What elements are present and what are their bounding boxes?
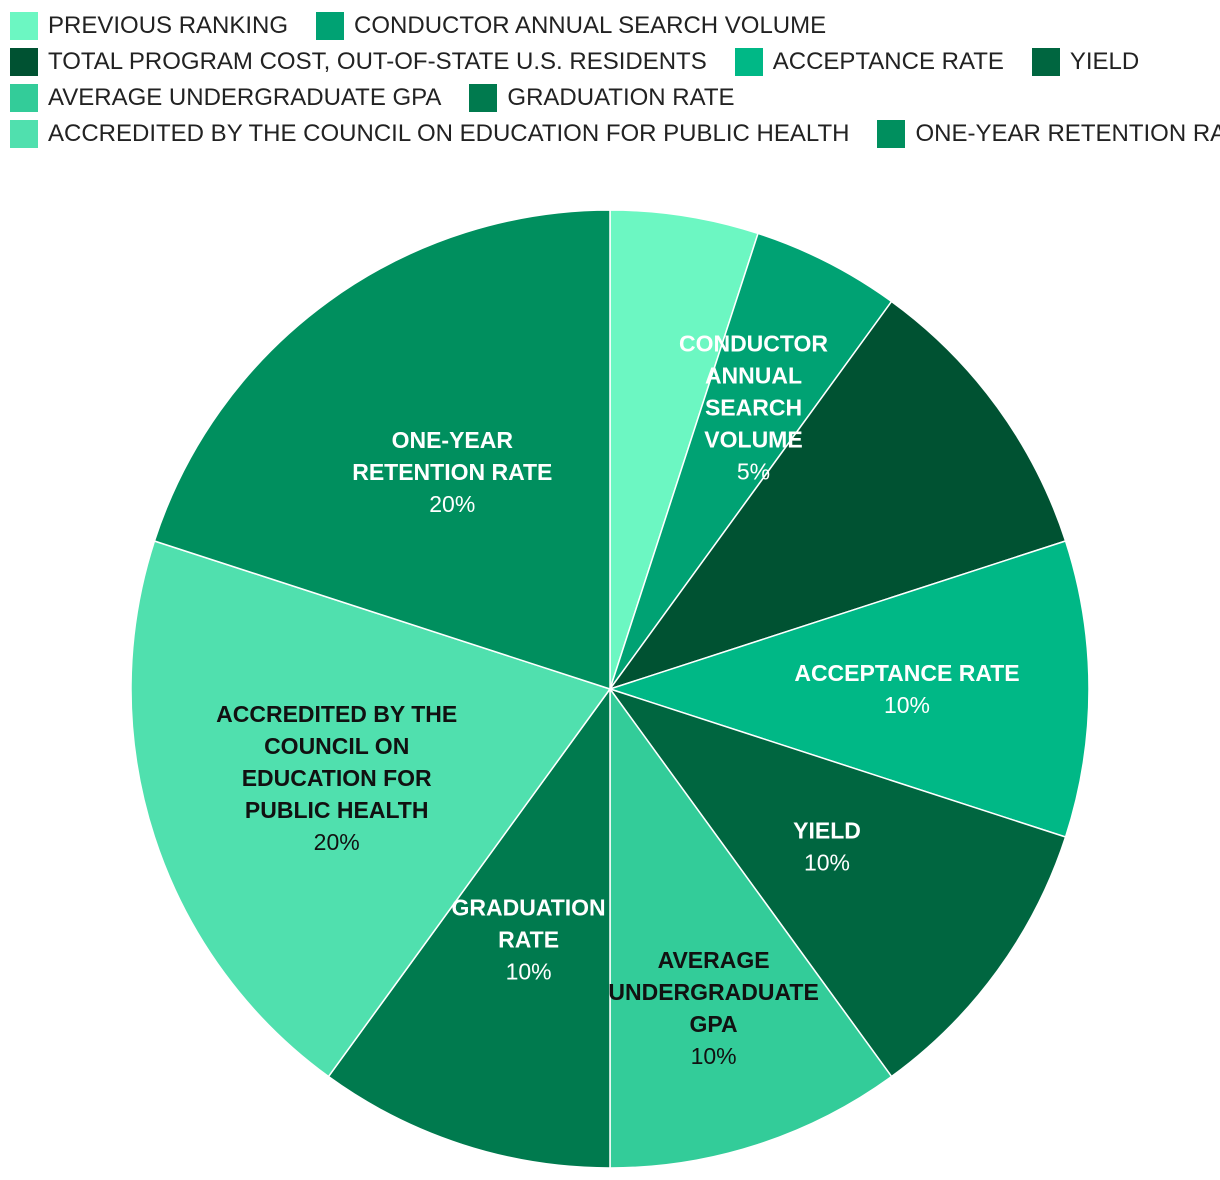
legend-swatch xyxy=(10,48,38,76)
slice-value-graduation-rate: 10% xyxy=(506,959,552,985)
pie-slice-yield xyxy=(608,687,1067,1078)
legend-item-yield: YIELD xyxy=(1031,48,1140,76)
legend-swatch xyxy=(316,12,345,40)
slice-value-average-undergraduate-gpa: 10% xyxy=(691,1043,737,1069)
legend-row: TOTAL PROGRAM COST, OUT-OF-STATE U.S. RE… xyxy=(10,44,1210,80)
legend-label: PREVIOUS RANKING xyxy=(48,12,289,39)
slice-label-accredited-by-the-council-on-education-for-public-health: PUBLIC HEALTH xyxy=(245,797,429,823)
pie-slice-accredited-by-the-council-on-education-for-public-health xyxy=(130,540,612,1078)
legend-label: TOTAL PROGRAM COST, OUT-OF-STATE U.S. RE… xyxy=(48,48,707,75)
slice-label-average-undergraduate-gpa: UNDERGRADUATE xyxy=(608,979,818,1005)
legend-swatch xyxy=(877,120,906,148)
pie-slice-acceptance-rate xyxy=(607,540,1090,838)
legend-item-acceptance-rate: ACCEPTANCE RATE xyxy=(734,48,1004,76)
slice-label-acceptance-rate: ACCEPTANCE RATE xyxy=(794,660,1019,686)
legend-label: CONDUCTOR ANNUAL SEARCH VOLUME xyxy=(354,12,827,39)
slice-value-acceptance-rate: 10% xyxy=(884,692,930,718)
legend-item-previous-ranking: PREVIOUS RANKING xyxy=(10,12,288,40)
pie-slices xyxy=(130,209,1090,1169)
pie-slice-previous-ranking xyxy=(609,209,759,690)
legend-swatch xyxy=(469,84,498,112)
pie-slice-conductor-annual-search-volume xyxy=(609,232,893,690)
slice-label-conductor-annual-search-volume: ANNUAL xyxy=(705,362,802,388)
legend-row: PREVIOUS RANKING CONDUCTOR ANNUAL SEARCH … xyxy=(10,8,1210,44)
slice-label-conductor-annual-search-volume: SEARCH xyxy=(705,394,802,420)
legend-label: GRADUATION RATE xyxy=(507,84,735,111)
pie-slice-graduation-rate xyxy=(327,686,611,1169)
legend-item-average-undergraduate-gpa: AVERAGE UNDERGRADUATE GPA xyxy=(10,84,441,112)
slice-label-accredited-by-the-council-on-education-for-public-health: ACCREDITED BY THE xyxy=(216,701,457,727)
legend-swatch xyxy=(10,84,38,112)
slice-label-yield: YIELD xyxy=(793,818,861,844)
slice-label-average-undergraduate-gpa: GPA xyxy=(690,1011,738,1037)
legend-swatch xyxy=(1031,48,1060,76)
slice-label-accredited-by-the-council-on-education-for-public-health: COUNCIL ON xyxy=(264,733,409,759)
slice-value-yield: 10% xyxy=(804,850,850,876)
legend-label: AVERAGE UNDERGRADUATE GPA xyxy=(48,84,442,111)
legend-swatch xyxy=(734,48,763,76)
slice-label-graduation-rate: RATE xyxy=(498,927,559,953)
pie-labels: CONDUCTOR ANNUAL SEARCH VOLUME 5% ACCEPTANCE … xyxy=(216,330,1020,1069)
chart-legend: PREVIOUS RANKING CONDUCTOR ANNUAL SEARCH … xyxy=(10,8,1220,152)
legend-item-accredited-by-the-council-on-education-for-public-health: ACCREDITED BY THE COUNCIL ON EDUCATION F… xyxy=(10,120,849,148)
slice-value-one-year-retention-rate: 20% xyxy=(429,491,475,517)
pie-slice-one-year-retention-rate xyxy=(153,209,611,691)
legend-item-one-year-retention-rate: ONE-YEAR RETENTION RATE xyxy=(877,120,1220,148)
pie-slice-total-program-cost-out-of-state-u-s-residents xyxy=(608,300,1067,691)
slice-label-accredited-by-the-council-on-education-for-public-health: EDUCATION FOR xyxy=(242,765,432,791)
legend-swatch xyxy=(10,120,38,148)
legend-item-conductor-annual-search-volume: CONDUCTOR ANNUAL SEARCH VOLUME xyxy=(316,12,826,40)
slice-label-graduation-rate: GRADUATION xyxy=(452,895,606,921)
legend-item-graduation-rate: GRADUATION RATE xyxy=(469,84,735,112)
slice-label-conductor-annual-search-volume: CONDUCTOR xyxy=(679,330,828,356)
slice-label-one-year-retention-rate: RETENTION RATE xyxy=(352,459,552,485)
pie-slice-average-undergraduate-gpa xyxy=(609,686,893,1169)
slice-value-conductor-annual-search-volume: 5% xyxy=(737,458,770,484)
slice-label-conductor-annual-search-volume: VOLUME xyxy=(704,426,802,452)
legend-swatch xyxy=(10,12,38,40)
legend-label: ONE-YEAR RETENTION RATE xyxy=(915,120,1220,147)
slice-label-one-year-retention-rate: ONE-YEAR xyxy=(392,427,514,453)
legend-label: ACCREDITED BY THE COUNCIL ON EDUCATION F… xyxy=(48,120,850,147)
legend-row: ACCREDITED BY THE COUNCIL ON EDUCATION F… xyxy=(10,116,1220,152)
legend-row: AVERAGE UNDERGRADUATE GPA GRADUATION RATE xyxy=(10,80,1210,116)
legend-label: ACCEPTANCE RATE xyxy=(772,48,1004,75)
legend-item-total-program-cost-out-of-state-u-s-residents: TOTAL PROGRAM COST, OUT-OF-STATE U.S. RE… xyxy=(10,48,707,76)
slice-value-accredited-by-the-council-on-education-for-public-health: 20% xyxy=(314,829,360,855)
slice-label-average-undergraduate-gpa: AVERAGE xyxy=(658,947,770,973)
legend-label: YIELD xyxy=(1069,48,1140,75)
